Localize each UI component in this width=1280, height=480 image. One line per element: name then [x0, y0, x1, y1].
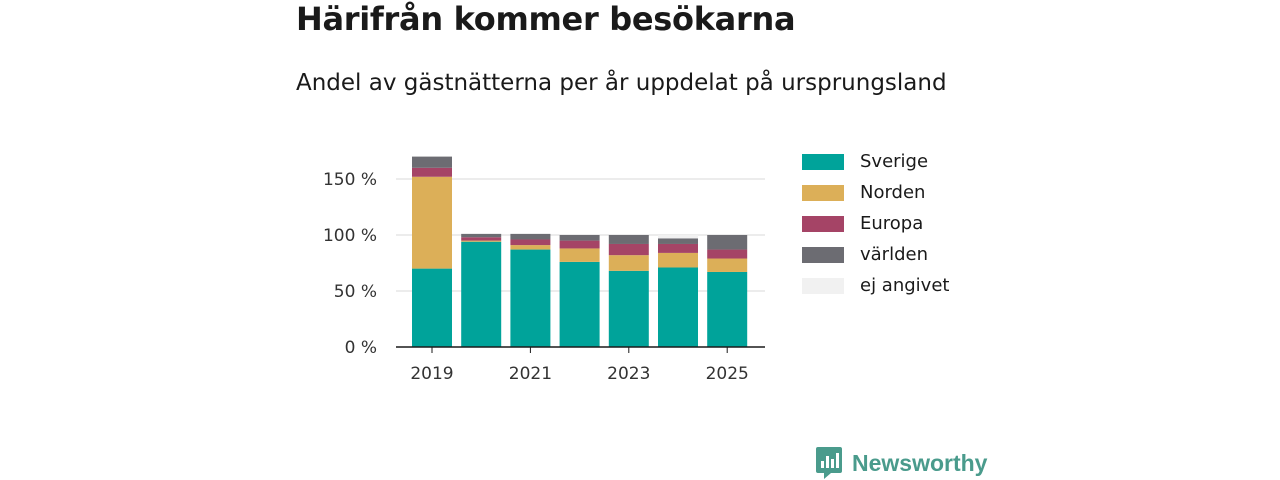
legend-item-varlden: världen: [802, 239, 949, 270]
axes: 0 % 50 % 100 % 150 % 2019 2021 2023 2025: [323, 170, 765, 384]
bar-segment-Europa-2025: [707, 249, 748, 259]
legend-item-norden: Norden: [802, 177, 949, 208]
bar-segment-Sverige-2019: [412, 268, 452, 347]
bar-segment-Sverige-2023: [608, 270, 649, 347]
legend-label-europa: Europa: [860, 213, 924, 234]
bar-segment-ej-angivet-2024: [658, 235, 698, 239]
bar-segment-världen-2022: [559, 235, 600, 241]
legend-label-varlden: världen: [860, 244, 928, 265]
y-tick-label: 100 %: [323, 226, 377, 246]
bar-segment-Europa-2023: [608, 243, 649, 256]
bar-segment-Sverige-2024: [658, 267, 698, 347]
bar-segment-världen-2019: [412, 156, 452, 168]
bar-segment-Norden-2023: [608, 255, 649, 271]
x-tick-label: 2023: [607, 364, 650, 384]
bar-segment-Norden-2021: [510, 245, 551, 250]
bar-segment-Sverige-2020: [461, 241, 502, 347]
bar-segment-världen-2020: [461, 233, 502, 238]
bar-segment-Norden-2020: [461, 240, 502, 242]
brand: Newsworthy: [815, 446, 987, 480]
bar-segment-Sverige-2021: [510, 249, 551, 347]
legend: Sverige Norden Europa världen ej angivet: [802, 146, 949, 301]
legend-label-sverige: Sverige: [860, 151, 929, 172]
bar-segment-Sverige-2022: [559, 261, 600, 347]
bar-segment-världen-2024: [658, 238, 698, 244]
x-tick-label: 2021: [509, 364, 552, 384]
y-tick-label: 0 %: [345, 338, 377, 358]
legend-item-europa: Europa: [802, 208, 949, 239]
legend-swatch-ej-angivet: [802, 277, 844, 294]
chart-title: Härifrån kommer besökarna: [296, 0, 796, 38]
bar-segment-Europa-2022: [559, 240, 600, 249]
chart-subtitle: Andel av gästnätterna per år uppdelat på…: [296, 70, 947, 96]
bar-segment-Europa-2020: [461, 237, 502, 241]
bar-segment-Sverige-2025: [707, 271, 748, 347]
bar-segment-Europa-2024: [658, 243, 698, 253]
bar-segment-Norden-2022: [559, 248, 600, 262]
newsworthy-logo-icon: [816, 447, 842, 479]
legend-swatch-norden: [802, 184, 844, 201]
bar-segment-Europa-2019: [412, 167, 452, 177]
bar-segment-världen-2023: [608, 235, 649, 244]
legend-label-norden: Norden: [860, 182, 926, 203]
bar-segment-världen-2025: [707, 235, 748, 250]
x-tick-label: 2019: [410, 364, 453, 384]
y-tick-label: 50 %: [334, 282, 377, 302]
legend-item-ej-angivet: ej angivet: [802, 270, 949, 301]
bars: [412, 156, 748, 347]
x-tick-label: 2025: [706, 364, 749, 384]
legend-swatch-europa: [802, 215, 844, 232]
legend-item-sverige: Sverige: [802, 146, 949, 177]
brand-name: Newsworthy: [852, 449, 988, 476]
bar-segment-Norden-2019: [412, 176, 452, 269]
legend-swatch-varlden: [802, 246, 844, 263]
bar-segment-Norden-2024: [658, 252, 698, 268]
bar-segment-världen-2021: [510, 233, 551, 240]
bar-segment-Norden-2025: [707, 258, 748, 272]
legend-label-ej-angivet: ej angivet: [860, 275, 950, 296]
y-tick-label: 150 %: [323, 170, 377, 190]
legend-swatch-sverige: [802, 153, 844, 170]
bar-segment-Europa-2021: [510, 239, 551, 246]
